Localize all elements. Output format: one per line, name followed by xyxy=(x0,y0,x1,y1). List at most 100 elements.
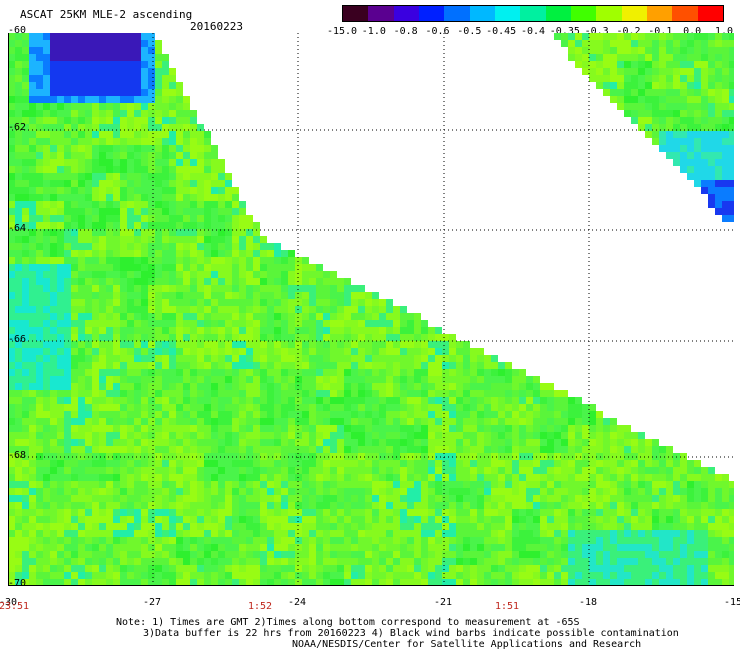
swath-cell xyxy=(687,173,694,180)
swath-cell xyxy=(162,250,169,257)
swath-cell xyxy=(575,523,582,530)
swath-cell xyxy=(372,418,379,425)
swath-cell xyxy=(57,292,64,299)
swath-cell xyxy=(715,544,722,551)
swath-cell xyxy=(344,306,351,313)
swath-cell xyxy=(694,481,701,488)
swath-cell xyxy=(379,306,386,313)
swath-cell xyxy=(253,411,260,418)
swath-cell xyxy=(715,537,722,544)
swath-cell xyxy=(162,124,169,131)
swath-cell xyxy=(162,299,169,306)
swath-cell xyxy=(134,474,141,481)
swath-cell xyxy=(729,481,734,488)
swath-cell xyxy=(554,390,561,397)
swath-cell xyxy=(50,33,57,40)
swath-cell xyxy=(554,439,561,446)
swath-cell xyxy=(8,257,15,264)
swath-cell xyxy=(204,481,211,488)
swath-cell xyxy=(260,327,267,334)
swath-cell xyxy=(78,523,85,530)
swath-cell xyxy=(477,411,484,418)
swath-cell xyxy=(596,474,603,481)
swath-cell xyxy=(162,481,169,488)
swath-cell xyxy=(92,103,99,110)
swath-cell xyxy=(323,474,330,481)
swath-cell xyxy=(8,348,15,355)
swath-cell xyxy=(232,369,239,376)
swath-cell xyxy=(134,208,141,215)
swath-cell xyxy=(155,537,162,544)
swath-cell xyxy=(141,173,148,180)
swath-cell xyxy=(190,145,197,152)
swath-cell xyxy=(498,502,505,509)
swath-cell xyxy=(218,383,225,390)
swath-cell xyxy=(155,110,162,117)
swath-cell xyxy=(127,187,134,194)
swath-cell xyxy=(309,390,316,397)
swath-cell xyxy=(218,194,225,201)
swath-cell xyxy=(512,467,519,474)
swath-cell xyxy=(330,327,337,334)
swath-cell xyxy=(547,523,554,530)
swath-cell xyxy=(204,236,211,243)
swath-cell xyxy=(71,152,78,159)
swath-cell xyxy=(687,159,694,166)
swath-cell xyxy=(435,390,442,397)
swath-cell xyxy=(330,432,337,439)
swath-cell xyxy=(127,565,134,572)
swath-cell xyxy=(183,523,190,530)
swath-cell xyxy=(274,299,281,306)
swath-cell xyxy=(708,152,715,159)
swath-cell xyxy=(407,460,414,467)
swath-cell xyxy=(113,474,120,481)
swath-cell xyxy=(183,446,190,453)
swath-cell xyxy=(337,369,344,376)
swath-cell xyxy=(50,138,57,145)
swath-cell xyxy=(631,47,638,54)
swath-cell xyxy=(162,82,169,89)
swath-cell xyxy=(36,481,43,488)
swath-cell xyxy=(253,558,260,565)
swath-cell xyxy=(344,376,351,383)
swath-cell xyxy=(463,390,470,397)
swath-cell xyxy=(631,89,638,96)
swath-cell xyxy=(148,110,155,117)
swath-cell xyxy=(316,271,323,278)
swath-cell xyxy=(169,117,176,124)
swath-cell xyxy=(169,285,176,292)
swath-cell xyxy=(260,565,267,572)
swath-cell xyxy=(463,474,470,481)
swath-cell xyxy=(442,376,449,383)
swath-cell xyxy=(687,481,694,488)
swath-cell xyxy=(211,292,218,299)
colorbar-swatch xyxy=(444,6,469,21)
swath-cell xyxy=(498,439,505,446)
swath-cell xyxy=(498,404,505,411)
swath-cell xyxy=(554,544,561,551)
swath-cell xyxy=(288,257,295,264)
swath-cell xyxy=(463,362,470,369)
swath-cell xyxy=(435,551,442,558)
swath-cell xyxy=(659,75,666,82)
swath-cell xyxy=(57,278,64,285)
swath-cell xyxy=(15,369,22,376)
swath-cell xyxy=(386,467,393,474)
swath-cell xyxy=(162,313,169,320)
swath-cell xyxy=(57,565,64,572)
swath-cell xyxy=(36,530,43,537)
swath-cell xyxy=(568,411,575,418)
swath-cell xyxy=(22,110,29,117)
swath-cell xyxy=(29,404,36,411)
swath-cell xyxy=(197,432,204,439)
swath-cell xyxy=(722,558,729,565)
swath-cell xyxy=(169,565,176,572)
swath-cell xyxy=(155,439,162,446)
swath-cell xyxy=(337,404,344,411)
swath-cell xyxy=(407,425,414,432)
swath-cell xyxy=(120,460,127,467)
swath-cell xyxy=(106,327,113,334)
swath-cell xyxy=(260,348,267,355)
swath-cell xyxy=(57,208,64,215)
swath-cell xyxy=(148,250,155,257)
